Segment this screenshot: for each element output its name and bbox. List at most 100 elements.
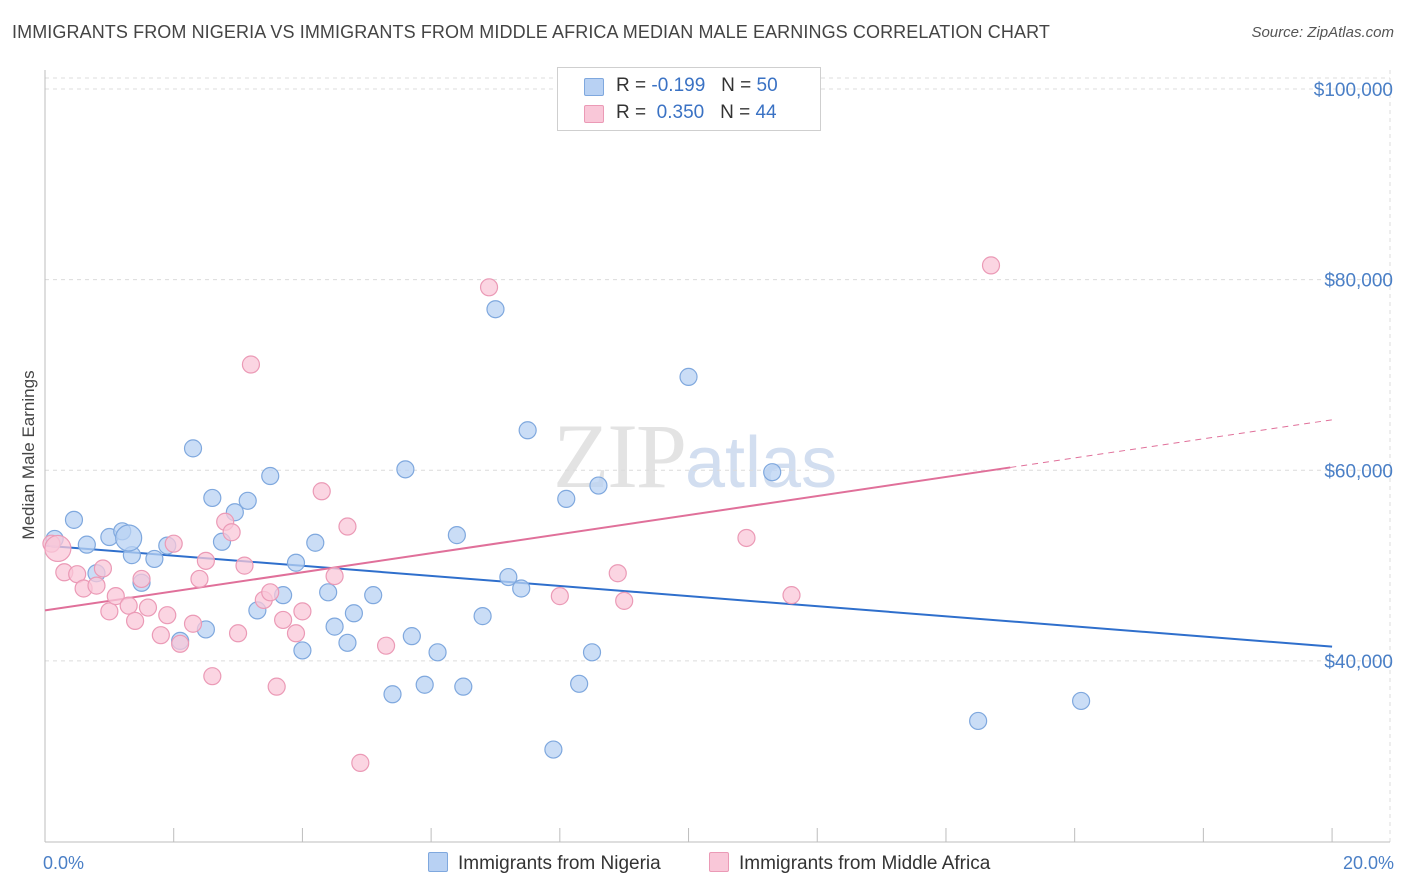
point-nigeria — [582, 643, 602, 662]
point-middle-africa — [267, 677, 286, 696]
chart-title: IMMIGRANTS FROM NIGERIA VS IMMIGRANTS FR… — [12, 22, 1050, 42]
y-axis-label: Median Male Earnings — [19, 370, 38, 539]
point-nigeria — [344, 604, 363, 623]
bottom-legend-middle-africa: Immigrants from Middle Africa — [709, 852, 990, 875]
point-nigeria — [447, 526, 466, 545]
legend-n-value: 50 — [756, 75, 778, 96]
point-nigeria — [557, 489, 576, 508]
point-middle-africa — [138, 598, 158, 617]
point-nigeria — [77, 535, 96, 554]
point-nigeria — [570, 674, 589, 693]
point-nigeria — [518, 421, 537, 440]
point-nigeria — [428, 643, 447, 662]
point-middle-africa — [981, 256, 1001, 275]
point-nigeria — [544, 740, 563, 759]
point-middle-africa — [293, 602, 312, 621]
x-tick-label-min: 0.0% — [43, 853, 84, 873]
point-nigeria — [306, 533, 325, 552]
point-middle-africa — [151, 626, 170, 645]
point-nigeria — [589, 476, 608, 495]
y-tick-label: $60,000 — [1324, 461, 1393, 482]
point-nigeria — [183, 439, 203, 458]
legend-r-label: R = — [616, 102, 647, 123]
point-nigeria — [364, 586, 383, 605]
legend-n-label: N = — [720, 102, 751, 123]
point-middle-africa — [261, 583, 280, 602]
point-nigeria — [512, 579, 531, 598]
bottom-legend-label-middle-africa: Immigrants from Middle Africa — [739, 853, 991, 874]
point-middle-africa — [222, 523, 241, 542]
point-nigeria — [145, 549, 164, 569]
legend-r-value: 0.350 — [656, 102, 705, 123]
point-nigeria — [293, 641, 312, 660]
legend-r-label: R = — [616, 75, 647, 96]
point-middle-africa — [93, 559, 113, 578]
tick-labels: $40,000 $60,000 $80,000 $100,000 0.0% 20.0% — [43, 80, 1394, 873]
point-nigeria — [473, 607, 492, 626]
bottom-legend-label-nigeria: Immigrants from Nigeria — [458, 853, 661, 874]
point-nigeria — [383, 685, 402, 704]
point-nigeria — [415, 675, 434, 694]
trendlines — [44, 419, 1333, 648]
legend-box: R = -0.199 N = 50 R = 0.350 N = 44 — [557, 67, 821, 131]
trendline-middle-africa-extension — [1010, 419, 1333, 468]
point-nigeria — [499, 567, 518, 587]
y-tick-label: $40,000 — [1324, 652, 1393, 673]
point-nigeria — [338, 633, 357, 652]
point-nigeria — [115, 524, 143, 552]
legend-text-nigeria: R = -0.199 N = 50 — [616, 75, 778, 97]
bottom-legend-swatch-pink — [709, 852, 729, 872]
point-nigeria — [402, 627, 421, 646]
point-middle-africa — [235, 556, 254, 575]
source-label: Source: ZipAtlas.com — [1251, 24, 1394, 41]
point-middle-africa — [615, 591, 634, 610]
point-middle-africa — [171, 634, 190, 653]
point-middle-africa — [125, 611, 145, 630]
point-middle-africa — [87, 576, 106, 595]
watermark-zip: ZIP — [553, 405, 687, 507]
point-nigeria — [396, 460, 415, 479]
point-middle-africa — [164, 534, 183, 553]
point-middle-africa — [286, 624, 306, 643]
point-nigeria — [969, 711, 988, 731]
point-middle-africa — [203, 667, 222, 686]
y-tick-label: $80,000 — [1324, 271, 1393, 292]
point-nigeria — [203, 488, 222, 508]
legend-n-value: 44 — [755, 102, 777, 123]
point-middle-africa — [158, 606, 177, 625]
point-nigeria — [486, 300, 505, 319]
point-middle-africa — [782, 586, 801, 605]
point-nigeria — [261, 466, 280, 486]
point-nigeria — [763, 463, 782, 482]
point-middle-africa — [196, 551, 215, 570]
legend-n-label: N = — [721, 75, 752, 96]
point-middle-africa — [106, 587, 125, 606]
legend-swatch-pink — [584, 105, 604, 123]
x-tick-label-max: 20.0% — [1343, 853, 1394, 873]
legend-text-middle-africa: R = 0.350 N = 44 — [616, 102, 777, 124]
trendline-nigeria — [44, 544, 1333, 648]
y-tick-label: $100,000 — [1314, 80, 1393, 101]
watermark: ZIPatlas — [553, 403, 837, 509]
point-middle-africa — [119, 596, 138, 615]
point-middle-africa — [338, 517, 357, 536]
point-middle-africa — [737, 528, 756, 548]
point-nigeria — [1072, 691, 1091, 711]
point-middle-africa — [241, 355, 261, 374]
point-middle-africa — [132, 569, 151, 589]
point-nigeria — [454, 677, 473, 696]
point-middle-africa — [608, 564, 627, 583]
bottom-legend-swatch-blue — [428, 852, 448, 872]
point-nigeria — [64, 510, 84, 529]
axes — [44, 70, 1390, 843]
point-middle-africa — [183, 614, 203, 633]
point-middle-africa — [479, 278, 499, 297]
legend-r-value: -0.199 — [651, 75, 706, 96]
point-middle-africa — [274, 610, 293, 630]
watermark-atlas: atlas — [685, 423, 838, 503]
point-middle-africa — [100, 602, 119, 621]
trendline-middle-africa — [44, 466, 1011, 612]
gridlines — [45, 70, 1391, 842]
point-middle-africa — [376, 636, 396, 655]
